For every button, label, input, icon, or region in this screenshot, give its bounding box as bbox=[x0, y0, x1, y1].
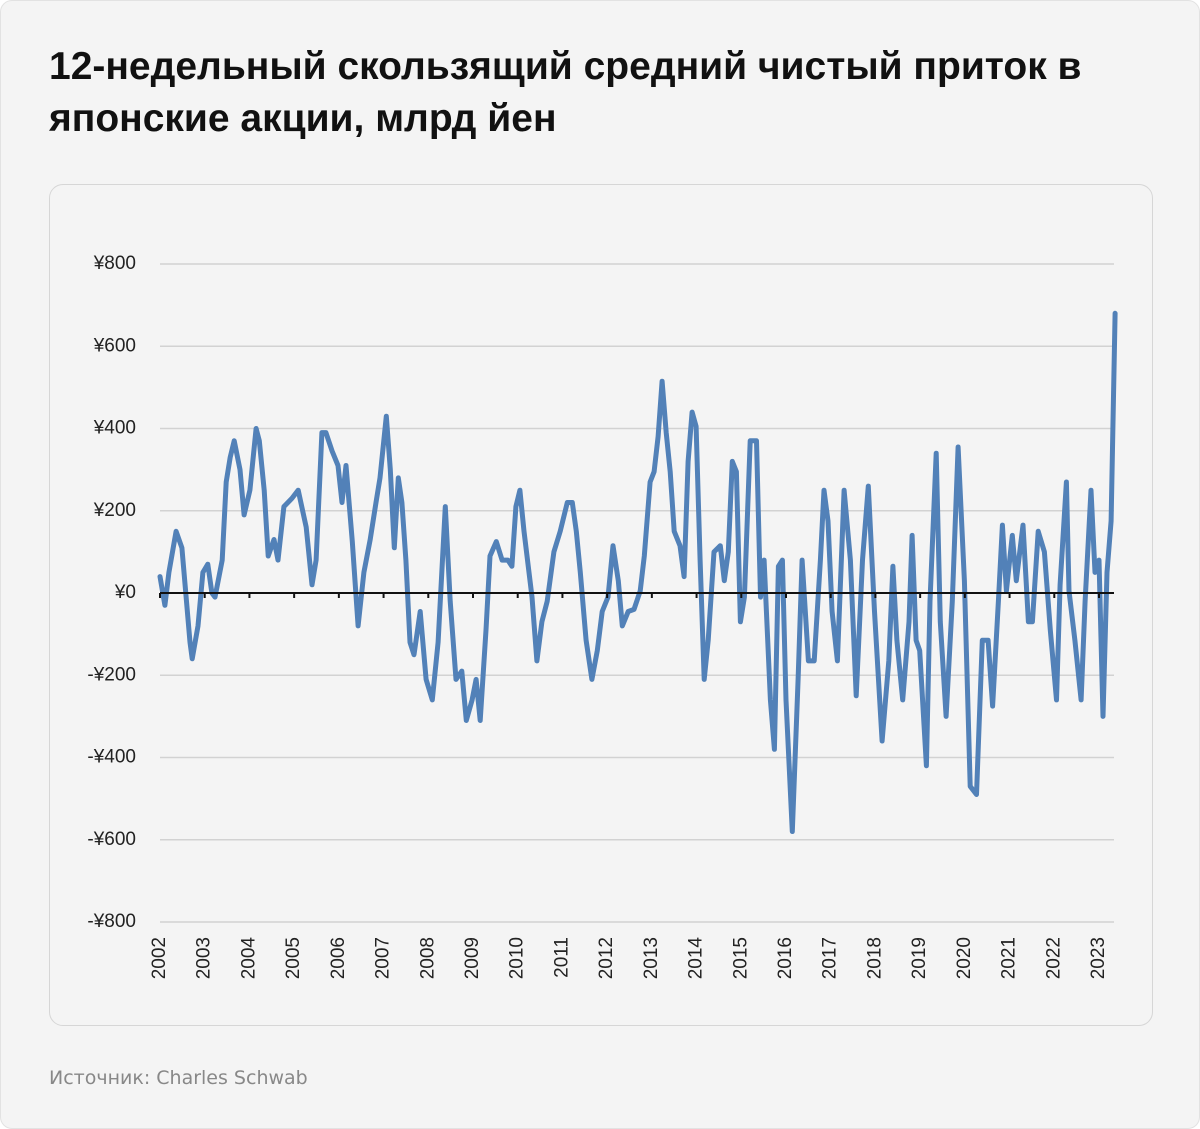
x-tick-label: 2021 bbox=[999, 937, 1020, 979]
x-tick-label: 2017 bbox=[820, 937, 841, 979]
y-tick-label: ¥0 bbox=[114, 582, 136, 603]
x-tick-label: 2006 bbox=[328, 937, 349, 979]
x-tick-label: 2005 bbox=[283, 937, 304, 979]
x-tick-label: 2004 bbox=[238, 937, 259, 980]
x-tick-label: 2002 bbox=[149, 937, 170, 979]
x-tick-label: 2013 bbox=[641, 937, 662, 979]
y-tick-label: ¥600 bbox=[93, 335, 136, 356]
source-note: Источник: Charles Schwab bbox=[49, 1067, 308, 1089]
chart-card: ¥800 ¥600 ¥400 ¥200 ¥0 -¥200 -¥400 -¥600 -¥800 20… bbox=[49, 184, 1153, 1026]
x-tick-label: 2016 bbox=[775, 937, 796, 979]
line-chart: ¥800 ¥600 ¥400 ¥200 ¥0 -¥200 -¥400 -¥600 -¥800 20… bbox=[87, 253, 1118, 980]
x-tick-label: 2008 bbox=[417, 937, 438, 979]
x-tick-label: 2009 bbox=[462, 937, 483, 979]
series-line bbox=[157, 310, 1118, 834]
x-tick-label: 2015 bbox=[730, 937, 751, 979]
x-tick-label: 2018 bbox=[864, 937, 885, 979]
y-tick-label: -¥800 bbox=[87, 911, 136, 932]
x-tick-label: 2023 bbox=[1088, 937, 1109, 979]
y-tick-label: ¥200 bbox=[93, 500, 136, 521]
x-tick-label: 2011 bbox=[551, 937, 572, 978]
y-tick-label: ¥800 bbox=[93, 253, 136, 274]
x-tick-label: 2003 bbox=[194, 937, 215, 979]
x-tick-label: 2010 bbox=[507, 937, 528, 979]
x-tick-label: 2020 bbox=[954, 937, 975, 979]
x-tick-label: 2019 bbox=[909, 937, 930, 979]
x-tick-label: 2007 bbox=[373, 937, 394, 979]
x-tick-label: 2012 bbox=[596, 937, 617, 979]
chart-title: 12-недельный скользящий средний чистый п… bbox=[49, 45, 1082, 140]
x-tick-label: 2022 bbox=[1043, 937, 1064, 979]
y-tick-label: -¥600 bbox=[87, 829, 136, 850]
y-tick-label: -¥400 bbox=[87, 747, 136, 768]
y-tick-label: ¥400 bbox=[93, 418, 136, 439]
x-tick-label: 2014 bbox=[686, 937, 707, 980]
y-tick-label: -¥200 bbox=[87, 664, 136, 685]
